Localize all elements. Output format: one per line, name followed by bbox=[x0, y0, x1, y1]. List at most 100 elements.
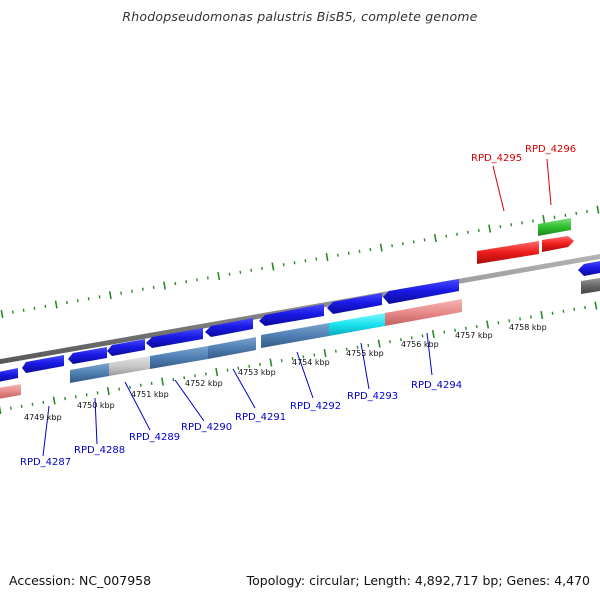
scale-tick bbox=[76, 299, 79, 303]
scale-tick bbox=[0, 405, 2, 415]
scale-tick bbox=[139, 383, 142, 387]
scale-tick bbox=[118, 387, 121, 391]
scale-tick bbox=[196, 278, 198, 282]
gene-arrow-4293[interactable] bbox=[327, 293, 382, 314]
cds-4288[interactable] bbox=[70, 363, 109, 383]
scale-tick bbox=[304, 259, 307, 263]
scale-tick bbox=[454, 328, 456, 332]
gene-label[interactable]: RPD_4295 bbox=[471, 153, 522, 164]
kbp-labels: 4749 kbp 4750 kbp 4751 kbp 4752 kbp 4753… bbox=[24, 323, 547, 422]
cds-4289[interactable] bbox=[109, 356, 150, 376]
cds-4287[interactable] bbox=[0, 384, 21, 399]
gene-arrow-4291[interactable] bbox=[205, 318, 253, 337]
scale-tick bbox=[389, 340, 391, 344]
scale-tick bbox=[345, 347, 348, 351]
kbp-label: 4749 kbp bbox=[24, 413, 62, 422]
gene-label[interactable]: RPD_4288 bbox=[74, 445, 125, 456]
gene-label[interactable]: RPD_4294 bbox=[411, 380, 462, 391]
gene-arrow-4295[interactable] bbox=[477, 241, 539, 264]
scale-tick bbox=[369, 247, 372, 252]
kbp-label: 4751 kbp bbox=[131, 390, 169, 399]
gene-arrow-4296[interactable] bbox=[538, 218, 571, 236]
scale-tick bbox=[510, 223, 513, 227]
leader-4296 bbox=[546, 158, 552, 206]
scale-tick bbox=[282, 263, 285, 267]
genome-summary: Topology: circular; Length: 4,892,717 bp… bbox=[246, 573, 590, 588]
gene-label[interactable]: RPD_4292 bbox=[290, 401, 341, 412]
scale-tick bbox=[215, 367, 219, 377]
scale-tick bbox=[540, 310, 544, 320]
scale-tick bbox=[594, 301, 598, 310]
gene-label[interactable]: RPD_4289 bbox=[129, 432, 180, 443]
gene-arrow-4289[interactable] bbox=[68, 347, 107, 364]
scale-tick bbox=[108, 290, 112, 300]
scale-tick bbox=[174, 281, 177, 286]
scale-tick bbox=[323, 348, 327, 358]
scale-tick bbox=[31, 402, 34, 406]
scale-tick bbox=[98, 295, 101, 299]
scale-tick bbox=[508, 319, 511, 323]
scale-tick bbox=[22, 308, 25, 312]
scale-tick bbox=[391, 244, 393, 248]
kbp-label: 4755 kbp bbox=[346, 349, 384, 358]
scale-tick bbox=[183, 376, 186, 380]
cds-4290[interactable] bbox=[150, 346, 208, 369]
scale-tick bbox=[54, 300, 58, 309]
scale-tick bbox=[564, 213, 567, 217]
scale-tick bbox=[271, 262, 275, 271]
cds-4293[interactable] bbox=[329, 313, 385, 336]
cds-far[interactable] bbox=[581, 278, 600, 294]
scale-tick bbox=[553, 215, 556, 219]
accession-label: Accession: NC_007958 bbox=[9, 573, 152, 588]
scale-tick bbox=[217, 271, 221, 281]
gene-arrow-4288[interactable] bbox=[22, 355, 64, 373]
scale-tick bbox=[66, 300, 68, 305]
gene-arrow-far[interactable] bbox=[578, 261, 600, 276]
scale-tick bbox=[250, 268, 253, 272]
gene-label[interactable]: RPD_4293 bbox=[347, 391, 398, 402]
scale-tick bbox=[336, 253, 339, 257]
scale-tick bbox=[163, 281, 166, 290]
cds-track bbox=[0, 278, 600, 399]
label-leaders bbox=[42, 332, 433, 457]
gene-arrow-4294[interactable] bbox=[383, 279, 459, 304]
gene-label[interactable]: RPD_4290 bbox=[181, 422, 232, 433]
leader-4289 bbox=[124, 381, 151, 431]
scale-tick bbox=[237, 366, 240, 370]
scale-tick bbox=[261, 266, 263, 271]
scale-tick bbox=[488, 224, 492, 233]
gene-arrow-4287[interactable] bbox=[0, 368, 18, 382]
cds-4291[interactable] bbox=[208, 337, 256, 359]
scale-tick bbox=[542, 214, 546, 224]
scale-tick bbox=[456, 232, 458, 236]
scale-tick bbox=[551, 311, 554, 315]
scale-tick bbox=[423, 238, 426, 242]
scale-tick bbox=[226, 368, 229, 372]
kbp-label: 4754 kbp bbox=[292, 358, 330, 367]
gene-arrow-4296-red[interactable] bbox=[542, 236, 574, 252]
cds-4294[interactable] bbox=[385, 299, 462, 326]
scale-tick bbox=[269, 358, 273, 367]
kbp-label: 4757 kbp bbox=[455, 331, 493, 340]
gene-arrow-4292[interactable] bbox=[259, 304, 324, 326]
leader-4288 bbox=[94, 397, 98, 445]
scale-tick bbox=[431, 329, 435, 339]
scale-tick bbox=[573, 307, 576, 312]
gene-arrow-4290a[interactable] bbox=[107, 339, 145, 356]
leader-4290 bbox=[174, 379, 205, 422]
scale-tick bbox=[33, 306, 36, 310]
scale-tick bbox=[9, 406, 12, 410]
gene-label[interactable]: RPD_4291 bbox=[235, 412, 286, 423]
scale-tick bbox=[206, 276, 209, 280]
scale-tick bbox=[11, 310, 14, 314]
kbp-label: 4756 kbp bbox=[401, 340, 439, 349]
cds-4292[interactable] bbox=[261, 323, 329, 348]
scale-tick bbox=[74, 395, 77, 399]
leader-4291 bbox=[232, 368, 256, 409]
gene-label[interactable]: RPD_4287 bbox=[20, 457, 71, 468]
gene-label[interactable]: RPD_4296 bbox=[525, 144, 576, 155]
scale-tick bbox=[519, 317, 521, 321]
gene-arrow-4290b[interactable] bbox=[146, 328, 203, 348]
